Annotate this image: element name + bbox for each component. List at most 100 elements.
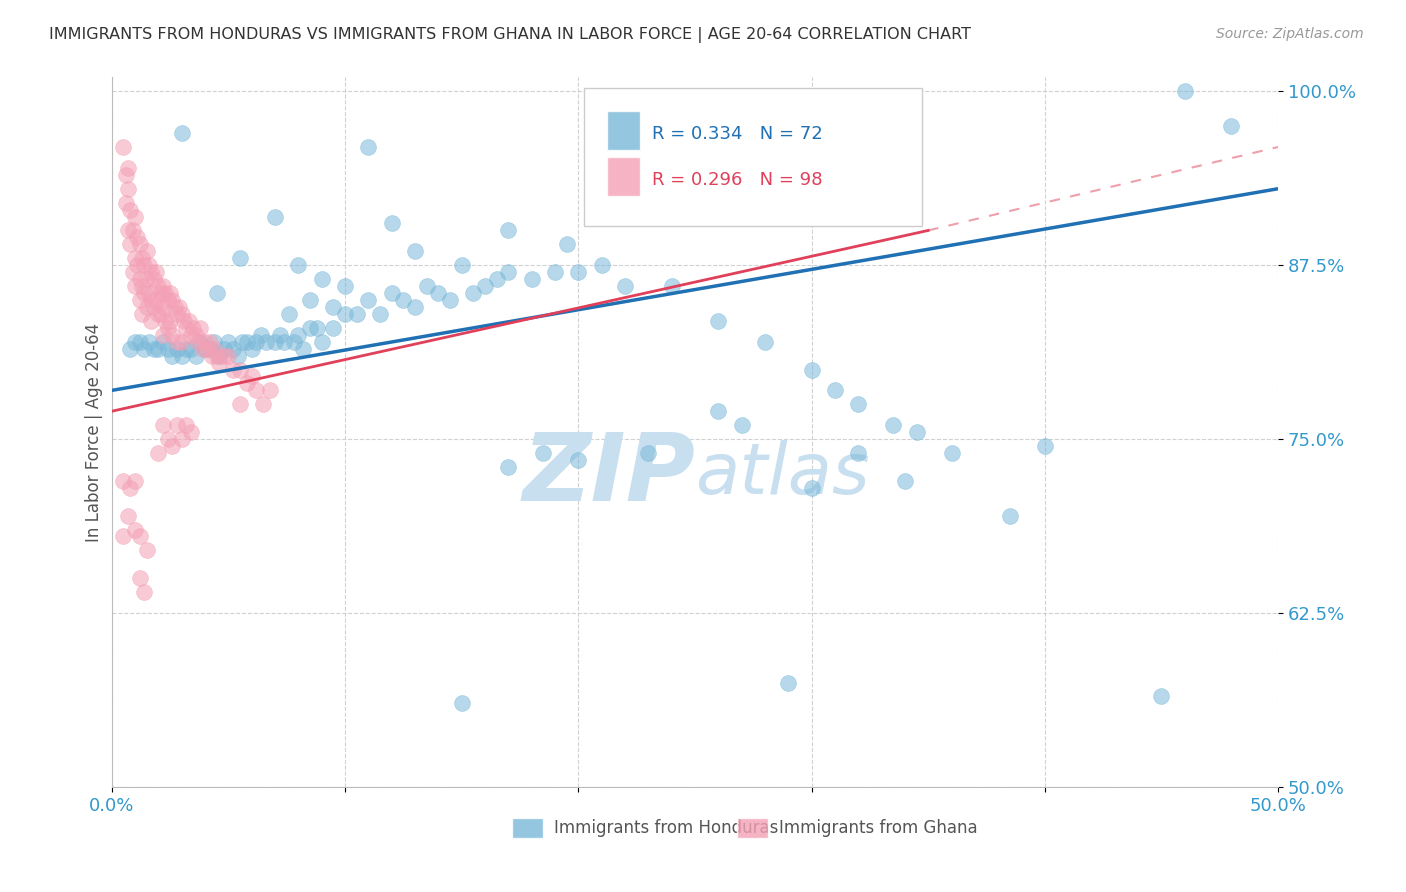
Point [145, 265, 167, 279]
Point [156, 293, 179, 307]
Point [208, 349, 231, 363]
Point [311, 272, 333, 286]
Point [169, 300, 191, 314]
Point [124, 210, 146, 224]
Point [155, 314, 177, 328]
Point [152, 334, 174, 349]
Point [800, 481, 823, 495]
Point [707, 314, 730, 328]
Point [322, 321, 344, 335]
Point [322, 300, 344, 314]
Y-axis label: In Labor Force | Age 20-64: In Labor Force | Age 20-64 [86, 323, 103, 541]
Point [180, 342, 202, 356]
Point [567, 453, 589, 467]
Point [170, 126, 193, 140]
Point [162, 293, 184, 307]
Point [142, 272, 165, 286]
Point [124, 252, 146, 266]
Point [205, 349, 228, 363]
Point [180, 425, 202, 439]
Point [112, 474, 135, 488]
Point [173, 314, 195, 328]
Point [128, 529, 150, 543]
Point [156, 342, 179, 356]
Point [222, 342, 245, 356]
Point [463, 286, 485, 301]
Point [245, 384, 267, 398]
Point [170, 349, 193, 363]
Point [273, 334, 295, 349]
Point [381, 286, 404, 301]
Point [1150, 690, 1173, 704]
Point [208, 355, 231, 369]
Point [170, 307, 193, 321]
Bar [607, 157, 640, 196]
Text: Source: ZipAtlas.com: Source: ZipAtlas.com [1216, 27, 1364, 41]
Point [450, 697, 472, 711]
Point [591, 258, 613, 272]
Text: R = 0.334   N = 72: R = 0.334 N = 72 [652, 125, 823, 144]
Point [134, 585, 156, 599]
Point [120, 342, 142, 356]
Text: Immigrants from Ghana: Immigrants from Ghana [779, 819, 977, 837]
Point [882, 418, 904, 433]
Point [174, 321, 197, 335]
Point [544, 265, 567, 279]
Point [166, 307, 188, 321]
Text: atlas: atlas [695, 441, 869, 509]
Point [298, 293, 321, 307]
Point [346, 307, 368, 321]
Point [198, 334, 221, 349]
Point [155, 286, 177, 301]
Point [236, 376, 259, 391]
Point [252, 397, 274, 411]
Point [212, 342, 235, 356]
Point [135, 244, 157, 259]
Point [162, 349, 184, 363]
Point [392, 293, 415, 307]
Point [112, 529, 135, 543]
Point [184, 349, 207, 363]
Point [496, 223, 519, 237]
Point [114, 168, 136, 182]
Point [485, 272, 508, 286]
Point [170, 432, 193, 446]
Point [149, 307, 172, 321]
Point [124, 523, 146, 537]
Point [404, 300, 426, 314]
Point [264, 334, 287, 349]
Point [174, 418, 197, 433]
Point [520, 272, 543, 286]
Point [177, 314, 200, 328]
Point [138, 258, 160, 272]
Point [496, 265, 519, 279]
Point [166, 418, 188, 433]
Point [191, 342, 214, 356]
Point [201, 349, 224, 363]
Point [148, 307, 170, 321]
Point [298, 321, 321, 335]
Point [128, 272, 150, 286]
Point [120, 481, 142, 495]
Point [112, 140, 135, 154]
Point [287, 258, 309, 272]
Point [141, 314, 163, 328]
Point [283, 334, 305, 349]
Point [202, 342, 225, 356]
Point [141, 265, 163, 279]
Point [162, 327, 184, 342]
Point [159, 314, 181, 328]
Point [166, 342, 188, 356]
Point [245, 334, 267, 349]
Point [141, 293, 163, 307]
Point [613, 279, 636, 293]
Point [333, 279, 356, 293]
Text: R = 0.296   N = 98: R = 0.296 N = 98 [652, 171, 823, 189]
Point [148, 342, 170, 356]
Point [226, 349, 249, 363]
Point [128, 293, 150, 307]
Point [121, 223, 143, 237]
Point [127, 230, 149, 244]
Point [127, 258, 149, 272]
Text: ZIP: ZIP [522, 429, 695, 521]
